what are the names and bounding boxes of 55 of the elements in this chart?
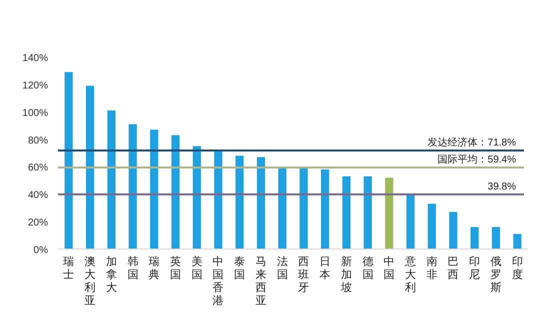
y-tick-label: 20% [28, 218, 48, 229]
x-tick-label: 巴西 [448, 256, 459, 281]
y-tick-label: 80% [28, 135, 48, 146]
bar [128, 124, 137, 249]
bar [492, 227, 500, 249]
y-tick-label: 100% [22, 108, 48, 119]
bar [256, 157, 266, 249]
x-tick-label: 中国 [384, 255, 395, 281]
x-tick-label: 泰国 [234, 256, 246, 281]
bar [171, 135, 180, 249]
ref-line-label: 39.8% [488, 181, 516, 192]
ref-line-label: 国际平均：59.4% [438, 154, 516, 166]
bar [150, 130, 158, 249]
x-tick-label: 印度 [512, 255, 523, 281]
bar [64, 72, 73, 249]
x-tick-label: 西班牙 [298, 256, 310, 294]
x-tick-label: 澳大利亚 [84, 256, 96, 307]
x-tick-label: 瑞典 [148, 255, 160, 281]
bar [236, 156, 244, 249]
bar [385, 178, 394, 249]
x-tick-label: 美国 [191, 255, 202, 281]
x-tick-label: 日本 [320, 256, 331, 281]
ref-line-label: 发达经济体：71.8% [428, 136, 516, 149]
bar [406, 194, 415, 249]
bar [364, 176, 372, 249]
bar [320, 169, 330, 249]
bar [86, 86, 94, 249]
x-tick-label: 新加坡 [340, 255, 352, 294]
bar [428, 204, 436, 249]
y-tick-label: 40% [28, 190, 48, 202]
bar [300, 168, 308, 249]
x-tick-label: 中国香港 [212, 255, 224, 307]
x-tick-label: 意大利 [404, 255, 416, 294]
bar [470, 227, 479, 249]
x-tick-label: 英国 [170, 255, 181, 281]
x-tick-label: 瑞士 [63, 255, 74, 281]
bar [214, 150, 222, 249]
x-tick-label: 马来西亚 [255, 256, 266, 307]
y-tick-label: 60% [28, 162, 48, 174]
x-tick-label: 德国 [362, 256, 374, 281]
y-tick-label: 120% [22, 80, 48, 92]
bar [192, 146, 201, 249]
bar [278, 168, 286, 249]
x-tick-label: 韩国 [127, 255, 138, 281]
x-tick-label: 南非 [426, 255, 438, 281]
x-tick-label: 俄罗斯 [490, 256, 502, 294]
bar [107, 110, 116, 249]
bar [342, 176, 350, 249]
x-tick-label: 印尼 [469, 255, 480, 281]
bar [449, 212, 458, 249]
x-tick-label: 法国 [276, 255, 288, 281]
bar [513, 234, 522, 249]
x-tick-label: 加拿大 [106, 255, 117, 294]
y-tick-label: 140% [22, 53, 48, 64]
y-tick-label: 0% [34, 245, 48, 256]
